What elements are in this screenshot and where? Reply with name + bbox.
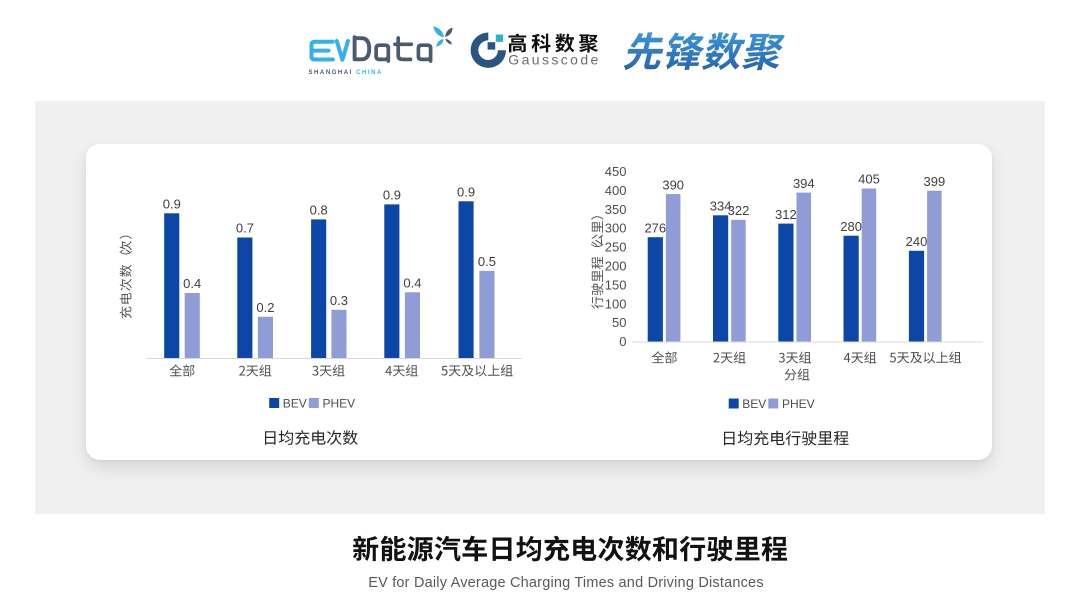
svg-text:200: 200 xyxy=(605,259,627,274)
svg-text:350: 350 xyxy=(605,202,627,217)
svg-text:300: 300 xyxy=(605,221,627,236)
svg-text:399: 399 xyxy=(924,174,946,189)
svg-text:276: 276 xyxy=(644,220,666,235)
svg-text:0.4: 0.4 xyxy=(403,276,421,291)
svg-text:280: 280 xyxy=(840,219,862,234)
svg-text:334: 334 xyxy=(710,199,732,214)
svg-text:100: 100 xyxy=(605,296,627,311)
svg-text:322: 322 xyxy=(728,203,750,218)
svg-text:0.3: 0.3 xyxy=(330,293,348,308)
svg-text:400: 400 xyxy=(605,183,627,198)
svg-text:0.9: 0.9 xyxy=(163,197,181,212)
svg-text:50: 50 xyxy=(612,315,626,330)
svg-text:0.9: 0.9 xyxy=(383,188,401,203)
svg-text:405: 405 xyxy=(858,172,880,187)
svg-text:BEV: BEV xyxy=(283,397,307,411)
svg-text:240: 240 xyxy=(906,234,928,249)
svg-text:450: 450 xyxy=(605,164,627,179)
svg-text:SHANGHAI CHINA: SHANGHAI CHINA xyxy=(309,70,383,76)
svg-text:0.4: 0.4 xyxy=(183,276,201,291)
svg-text:250: 250 xyxy=(605,240,627,255)
svg-text:312: 312 xyxy=(775,207,797,222)
svg-text:394: 394 xyxy=(793,176,815,191)
svg-text:PHEV: PHEV xyxy=(323,397,356,411)
svg-text:0.7: 0.7 xyxy=(236,221,254,236)
svg-text:0: 0 xyxy=(619,334,626,349)
svg-text:Gausscode: Gausscode xyxy=(508,52,600,68)
svg-text:0.9: 0.9 xyxy=(457,185,475,200)
svg-text:150: 150 xyxy=(605,277,627,292)
svg-text:0.2: 0.2 xyxy=(256,300,274,315)
svg-text:BEV: BEV xyxy=(742,397,766,411)
svg-text:PHEV: PHEV xyxy=(782,397,815,411)
svg-text:0.5: 0.5 xyxy=(478,254,496,269)
svg-text:EV for Daily Average Charging: EV for Daily Average Charging Times and … xyxy=(368,575,764,591)
svg-text:0.8: 0.8 xyxy=(310,203,328,218)
svg-text:390: 390 xyxy=(662,177,684,192)
